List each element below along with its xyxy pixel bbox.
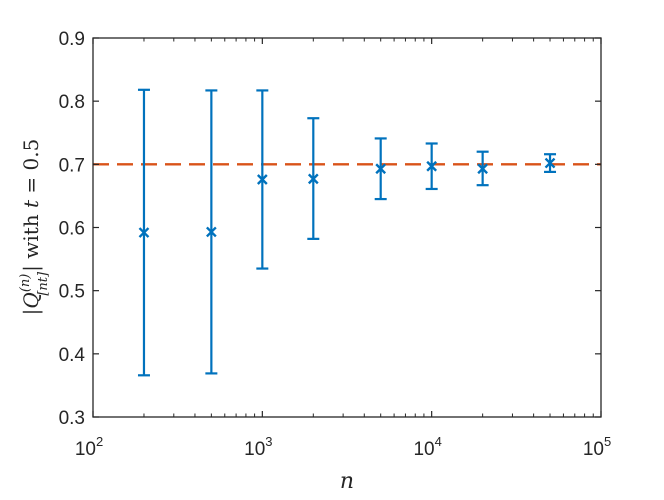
data-point-marker xyxy=(256,174,268,185)
y-label-t: t xyxy=(19,199,43,208)
y-label-equals: = 0.5 xyxy=(19,139,43,200)
data-point-marker xyxy=(477,163,488,175)
data-point-marker xyxy=(375,163,387,175)
error-bar-point-4 xyxy=(374,137,387,201)
x-tick-exponent: 2 xyxy=(96,434,103,449)
data-point-marker xyxy=(138,227,150,238)
error-bar-point-2 xyxy=(256,89,269,270)
x-tick-label: 105 xyxy=(583,434,611,460)
x-tick-label: 104 xyxy=(413,434,441,460)
x-tick-labels: 102 103 104 105 xyxy=(75,434,611,460)
y-tick-label: 0.3 xyxy=(59,408,85,429)
data-point-marker xyxy=(206,226,217,238)
y-tick-label: 0.6 xyxy=(59,219,85,240)
x-tick-base: 10 xyxy=(413,439,434,460)
x-tick-exponent: 4 xyxy=(435,434,442,449)
y-axis-label: |Q(n) [nt]| with t = 0.5 xyxy=(18,139,51,316)
error-bar-point-0 xyxy=(137,88,150,377)
y-tick-label: 0.4 xyxy=(59,345,86,366)
y-tick-labels: 0.3 0.4 0.5 0.6 0.7 0.8 0.9 xyxy=(59,29,86,429)
error-bar-point-5 xyxy=(425,142,438,191)
x-axis-label: n xyxy=(340,469,354,494)
error-bar-point-6 xyxy=(476,150,489,187)
x-tick-base: 10 xyxy=(583,439,604,460)
y-tick-label: 0.5 xyxy=(59,282,85,303)
y-tick-label: 0.9 xyxy=(59,29,85,50)
data-point-marker xyxy=(544,157,556,169)
error-bar-point-7 xyxy=(544,153,557,174)
data-point-marker xyxy=(426,160,438,172)
x-tick-base: 10 xyxy=(244,439,265,460)
y-label-superscript: (n) xyxy=(18,274,33,293)
error-bar-point-1 xyxy=(205,89,218,375)
y-label-with: with xyxy=(19,208,43,265)
error-bar-point-3 xyxy=(307,117,320,240)
y-tick-label: 0.8 xyxy=(59,92,85,113)
y-tick-label: 0.7 xyxy=(59,155,85,176)
data-layer xyxy=(137,88,557,377)
plot-area xyxy=(93,38,601,417)
tick-layer xyxy=(92,37,602,418)
data-point-marker xyxy=(307,173,319,185)
x-tick-label: 103 xyxy=(244,434,272,460)
y-label-subscript: [nt] xyxy=(36,271,51,296)
x-tick-exponent: 3 xyxy=(265,434,272,449)
y-label-abs-close: | xyxy=(19,265,44,272)
y-label-q: Q xyxy=(19,292,43,308)
x-tick-label: 102 xyxy=(75,434,103,460)
x-tick-exponent: 5 xyxy=(604,434,611,449)
x-tick-base: 10 xyxy=(75,439,96,460)
y-label-abs-open: | xyxy=(19,309,44,316)
